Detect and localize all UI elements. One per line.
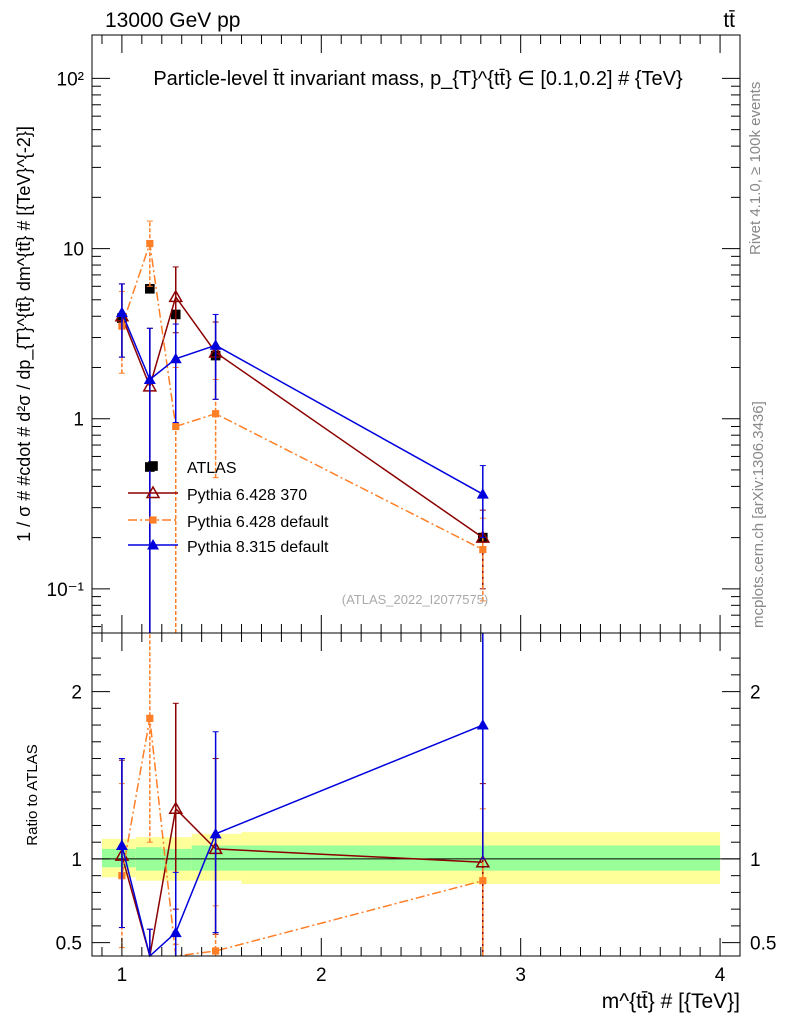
mcplots-label: mcplots.cern.ch [arXiv:1306.3436] <box>750 401 767 628</box>
data-point <box>476 488 489 499</box>
ratio-data-point <box>475 854 491 868</box>
series-line <box>121 243 484 551</box>
data-point <box>172 422 180 431</box>
legend-glyphs <box>128 461 178 550</box>
data-point <box>212 410 220 418</box>
main-ylabel: 1 / σ # #cdot # d²σ / dp_{T}^{tt̄} dm^{t… <box>14 126 35 542</box>
ratio-data-point <box>476 719 489 730</box>
ratio-data-point <box>212 947 220 955</box>
ratio-y-tick-label-right: 2 <box>750 683 761 704</box>
legend-marker <box>149 516 157 524</box>
uncertainty-band-inner <box>161 848 192 871</box>
x-tick-label: 3 <box>515 965 526 986</box>
data-point <box>145 284 155 294</box>
legend-label-pythia6-default: Pythia 6.428 default <box>187 514 329 531</box>
legend-label-atlas: ATLAS <box>187 460 237 477</box>
legend: ATLAS Pythia 6.428 370 Pythia 6.428 defa… <box>128 460 329 556</box>
main-panel: 10⁻¹ 1 10 10² Particle-level t̄t invariant … <box>14 34 741 634</box>
ratio-ylabel: Ratio to ATLAS <box>24 744 41 845</box>
legend-label-pythia6-370: Pythia 6.428 370 <box>187 487 307 504</box>
x-axis-label: m^{tt̄} # [{TeV}] <box>602 990 740 1013</box>
ratio-bands <box>101 832 721 885</box>
data-point <box>168 289 184 303</box>
ratio-y-tick-label: 1 <box>71 850 82 871</box>
main-marks <box>114 220 491 633</box>
data-point <box>143 373 156 384</box>
legend-marker <box>145 485 161 499</box>
ratio-frame <box>91 632 741 957</box>
rivet-label: Rivet 4.1.0, ≥ 100k events <box>747 82 764 255</box>
uncertainty-band-inner <box>101 848 136 868</box>
ratio-axes: 0.5 0.5 1 1 2 2 1 2 3 4 <box>56 633 776 986</box>
data-point <box>115 306 128 318</box>
main-axes: 10⁻¹ 1 10 10² <box>47 35 740 633</box>
data-point <box>475 530 491 543</box>
data-point <box>146 239 154 248</box>
series-3 <box>115 283 489 633</box>
ratio-panel: 0.5 0.5 1 1 2 2 1 2 3 4 Ratio to ATLAS m^{tt̄} # … <box>24 632 776 1013</box>
ratio-y-tick-label: 0.5 <box>56 934 82 955</box>
ratio-y-tick-label-right: 0.5 <box>750 934 776 955</box>
ratio-data-point <box>146 714 154 722</box>
ratio-data-point <box>168 801 184 814</box>
y-tick-label: 1 <box>73 410 84 431</box>
data-point <box>479 546 487 554</box>
ratio-series-2 <box>115 633 489 958</box>
y-tick-label: 10 <box>63 240 84 261</box>
ratio-y-tick-label: 2 <box>71 683 82 704</box>
main-title: Particle-level t̄t invariant mass, p_{T}… <box>153 68 683 90</box>
ratio-data-point <box>115 839 128 851</box>
y-tick-label: 10⁻¹ <box>47 580 85 601</box>
ratio-data-point <box>479 877 487 885</box>
data-point <box>209 339 222 350</box>
process-label: tt̄ <box>723 9 735 32</box>
ratio-data-point <box>169 926 182 938</box>
data-point <box>169 352 182 364</box>
legend-marker <box>147 539 159 550</box>
ratio-y-tick-label-right: 1 <box>750 850 761 871</box>
x-tick-label: 1 <box>117 965 128 986</box>
ratio-data-point <box>209 827 222 839</box>
x-tick-label: 4 <box>715 965 726 986</box>
energy-label: 13000 GeV pp <box>105 9 240 32</box>
watermark: (ATLAS_2022_I2077575) <box>342 592 488 607</box>
legend-label-pythia8-default: Pythia 8.315 default <box>187 539 329 556</box>
legend-marker <box>148 461 158 471</box>
y-tick-label: 10² <box>57 69 84 90</box>
x-tick-label: 2 <box>316 965 327 986</box>
